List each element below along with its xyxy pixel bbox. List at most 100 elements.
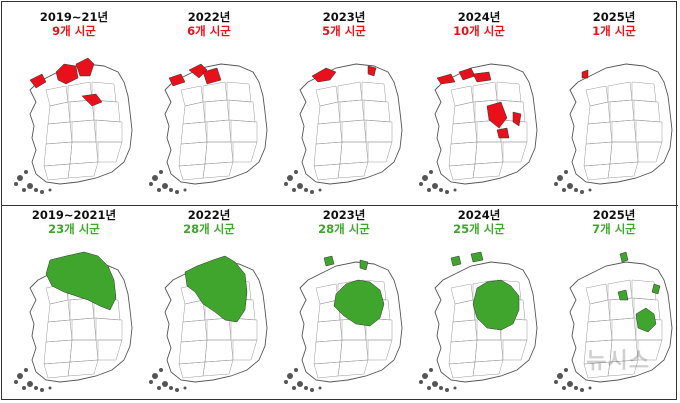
island — [574, 188, 578, 192]
highlighted-region — [81, 93, 103, 107]
peninsula-outline — [569, 261, 673, 383]
island — [432, 381, 438, 387]
year-label: 2025년 — [592, 10, 636, 24]
watermark: 뉴시스 — [586, 349, 650, 374]
island — [432, 183, 438, 189]
island — [27, 381, 33, 387]
korea-map — [14, 57, 133, 194]
island — [40, 190, 44, 194]
top-row-panel-1: 2019~21년 9개 시군 — [6, 2, 142, 202]
korea-map — [554, 63, 673, 194]
korea-map — [149, 63, 268, 194]
year-label: 2022년 — [187, 10, 231, 24]
district-border — [97, 141, 123, 163]
top-row-panel-2: 2022년 6개 시군 — [141, 2, 277, 202]
island — [304, 188, 308, 192]
island — [40, 388, 44, 392]
count-label: 25개 시군 — [453, 222, 505, 236]
top-row-panel-4: 2024년 10개 시군 — [411, 2, 547, 202]
island — [162, 183, 168, 189]
district-border — [637, 339, 663, 361]
highlighted-region — [168, 73, 186, 87]
island — [294, 368, 298, 372]
count-label: 23개 시군 — [48, 222, 100, 236]
island — [318, 188, 322, 192]
island — [24, 170, 28, 174]
highlighted-region — [472, 71, 492, 83]
count-label: 10개 시군 — [453, 24, 505, 38]
island — [17, 373, 23, 379]
highlighted-region — [311, 67, 337, 83]
island — [17, 175, 23, 181]
district-border — [472, 359, 504, 377]
island — [429, 368, 433, 372]
district-border — [472, 161, 504, 179]
district-border — [367, 141, 393, 163]
island — [157, 386, 161, 390]
district-border — [502, 339, 528, 361]
island — [304, 386, 308, 390]
row-divider — [1, 205, 678, 206]
highlighted-region — [496, 127, 510, 139]
island — [162, 381, 168, 387]
island — [419, 182, 423, 186]
district-border — [202, 359, 234, 377]
panel-label: 2023년 5개 시군 — [276, 10, 412, 38]
highlighted-region — [651, 283, 661, 295]
korea-map — [14, 251, 133, 392]
highlighted-region — [323, 255, 335, 267]
island — [292, 188, 296, 192]
island — [183, 188, 187, 192]
island — [287, 175, 293, 181]
island — [310, 388, 314, 392]
bottom-row-panel-5: 2025년 7개 시군 — [546, 200, 680, 400]
count-label: 6개 시군 — [187, 24, 231, 38]
island — [580, 388, 584, 392]
island — [439, 188, 443, 192]
highlighted-region — [436, 73, 456, 85]
district-border — [202, 161, 234, 179]
highlighted-region — [472, 279, 520, 331]
count-label: 9개 시군 — [52, 24, 96, 38]
highlighted-region — [367, 65, 377, 77]
bottom-row-panel-3: 2023년 28개 시군 — [276, 200, 412, 400]
highlighted-region — [55, 63, 79, 85]
island — [310, 190, 314, 194]
island — [562, 386, 566, 390]
year-label: 2022년 — [187, 208, 231, 222]
highlighted-region — [202, 67, 222, 85]
island — [588, 188, 592, 192]
panel-label: 2023년 28개 시군 — [276, 208, 412, 236]
year-label: 2019~21년 — [39, 10, 109, 24]
island — [557, 373, 563, 379]
district-border — [637, 141, 663, 163]
panel-label: 2025년 1개 시군 — [546, 10, 680, 38]
island — [22, 386, 26, 390]
island — [554, 182, 558, 186]
island — [564, 368, 568, 372]
island — [284, 182, 288, 186]
count-label: 28개 시군 — [183, 222, 235, 236]
panel-label: 2019~21년 9개 시군 — [6, 10, 142, 38]
island — [152, 175, 158, 181]
island — [34, 386, 38, 390]
island — [580, 190, 584, 194]
count-label: 28개 시군 — [318, 222, 370, 236]
highlighted-region — [450, 255, 462, 267]
highlighted-region — [486, 101, 508, 129]
highlighted-region — [512, 111, 522, 127]
district-border — [97, 339, 123, 361]
highlighted-region — [635, 307, 657, 333]
district-border — [367, 339, 393, 361]
panel-label: 2022년 28개 시군 — [141, 208, 277, 236]
district-border — [502, 141, 528, 163]
korea-map — [149, 255, 268, 392]
highlighted-region — [617, 289, 629, 301]
island — [34, 188, 38, 192]
island — [574, 386, 578, 390]
highlighted-region — [359, 259, 369, 271]
highlighted-region — [619, 251, 629, 263]
island — [14, 182, 18, 186]
island — [562, 188, 566, 192]
